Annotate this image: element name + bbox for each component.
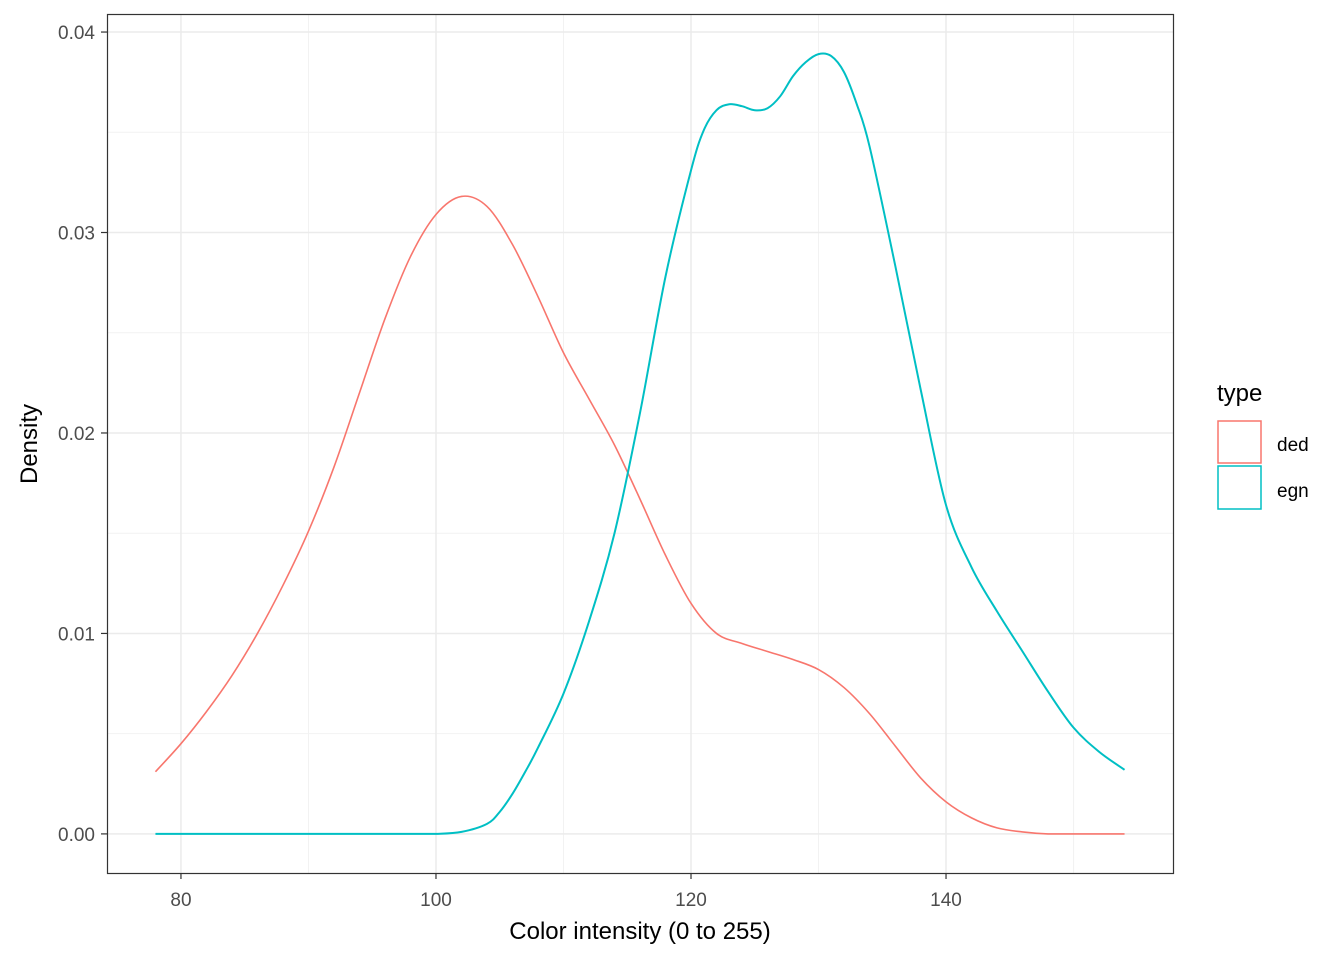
y-axis-title: Density — [16, 404, 43, 484]
legend-label-ded: ded — [1277, 435, 1309, 456]
y-tick-label: 0.02 — [58, 424, 95, 445]
legend-key-ded — [1218, 421, 1261, 463]
legend-label-egn: egn — [1277, 481, 1309, 502]
x-tick-label: 120 — [675, 890, 707, 911]
y-tick-label: 0.01 — [58, 624, 95, 645]
x-tick-label: 100 — [420, 890, 452, 911]
x-tick-label: 80 — [170, 890, 191, 911]
plot-panel — [107, 14, 1173, 873]
legend-title: type — [1217, 380, 1262, 407]
y-tick-label: 0.03 — [58, 224, 95, 245]
y-tick-label: 0.04 — [58, 23, 95, 44]
legend-key-egn — [1218, 466, 1261, 509]
y-tick-label: 0.00 — [58, 825, 95, 846]
x-tick-label: 140 — [930, 890, 962, 911]
x-axis-title: Color intensity (0 to 255) — [509, 918, 770, 945]
